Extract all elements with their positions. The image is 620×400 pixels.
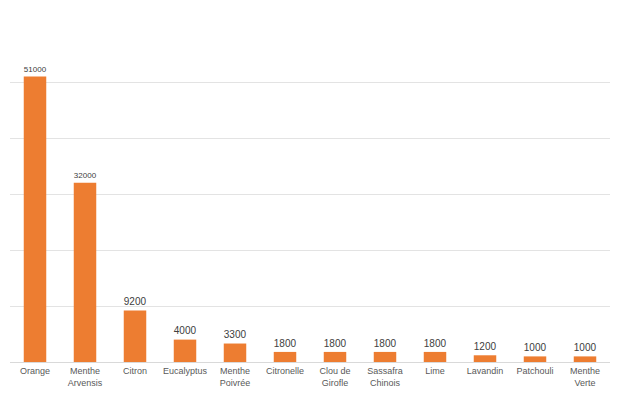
- svg-text:Patchouli: Patchouli: [516, 366, 553, 376]
- svg-text:SassafraChinois: SassafraChinois: [367, 366, 403, 388]
- svg-text:4000: 4000: [174, 325, 197, 336]
- svg-text:1200: 1200: [474, 341, 497, 352]
- svg-text:Clou deGirofle: Clou deGirofle: [319, 366, 350, 388]
- svg-text:MenthePoivrée: MenthePoivrée: [220, 366, 251, 388]
- svg-text:Lavandin: Lavandin: [467, 366, 504, 376]
- svg-text:Citronelle: Citronelle: [266, 366, 304, 376]
- svg-text:1800: 1800: [424, 338, 447, 349]
- svg-text:Citron: Citron: [123, 366, 147, 376]
- svg-text:1800: 1800: [374, 338, 397, 349]
- svg-text:1800: 1800: [324, 338, 347, 349]
- svg-text:Eucalyptus: Eucalyptus: [163, 366, 208, 376]
- svg-text:1800: 1800: [274, 338, 297, 349]
- svg-text:1000: 1000: [574, 342, 597, 353]
- svg-text:51000: 51000: [24, 65, 47, 74]
- svg-text:9200: 9200: [124, 296, 147, 307]
- svg-text:Orange: Orange: [20, 366, 50, 376]
- svg-text:Lime: Lime: [425, 366, 445, 376]
- svg-text:MentheArvensis: MentheArvensis: [68, 366, 103, 388]
- svg-text:1000: 1000: [524, 342, 547, 353]
- svg-text:MentheVerte: MentheVerte: [570, 366, 600, 388]
- svg-text:32000: 32000: [74, 171, 97, 180]
- svg-text:3300: 3300: [224, 329, 247, 340]
